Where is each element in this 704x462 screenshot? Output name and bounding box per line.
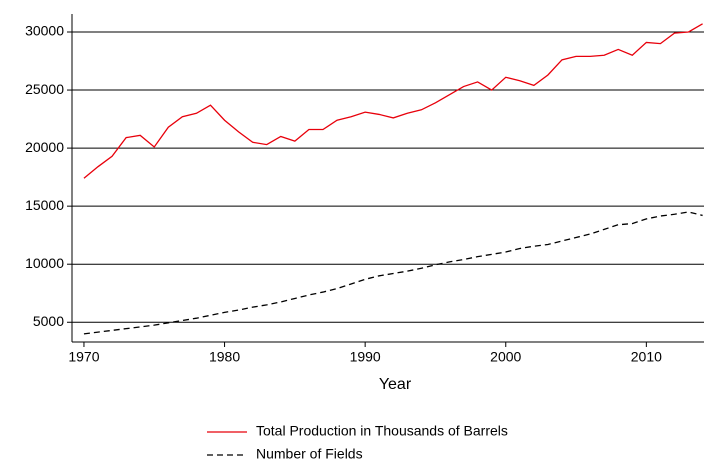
x-tick-label: 2000: [490, 349, 521, 365]
x-axis-label: Year: [379, 376, 412, 393]
series-line: [83, 211, 703, 335]
legend-label: Number of Fields: [256, 446, 363, 462]
y-tick-label: 5000: [33, 313, 64, 329]
x-tick-label: 1970: [68, 349, 99, 365]
y-tick-label: 15000: [25, 197, 64, 213]
y-tick-label: 10000: [25, 255, 64, 271]
y-tick-label: 25000: [25, 81, 64, 97]
x-tick-label: 2010: [631, 349, 662, 365]
series-line: [83, 23, 703, 179]
x-tick-label: 1980: [209, 349, 240, 365]
y-tick-label: 20000: [25, 139, 64, 155]
legend-label: Total Production in Thousands of Barrels: [256, 423, 508, 439]
x-tick-label: 1990: [350, 349, 381, 365]
y-tick-label: 30000: [25, 23, 64, 39]
